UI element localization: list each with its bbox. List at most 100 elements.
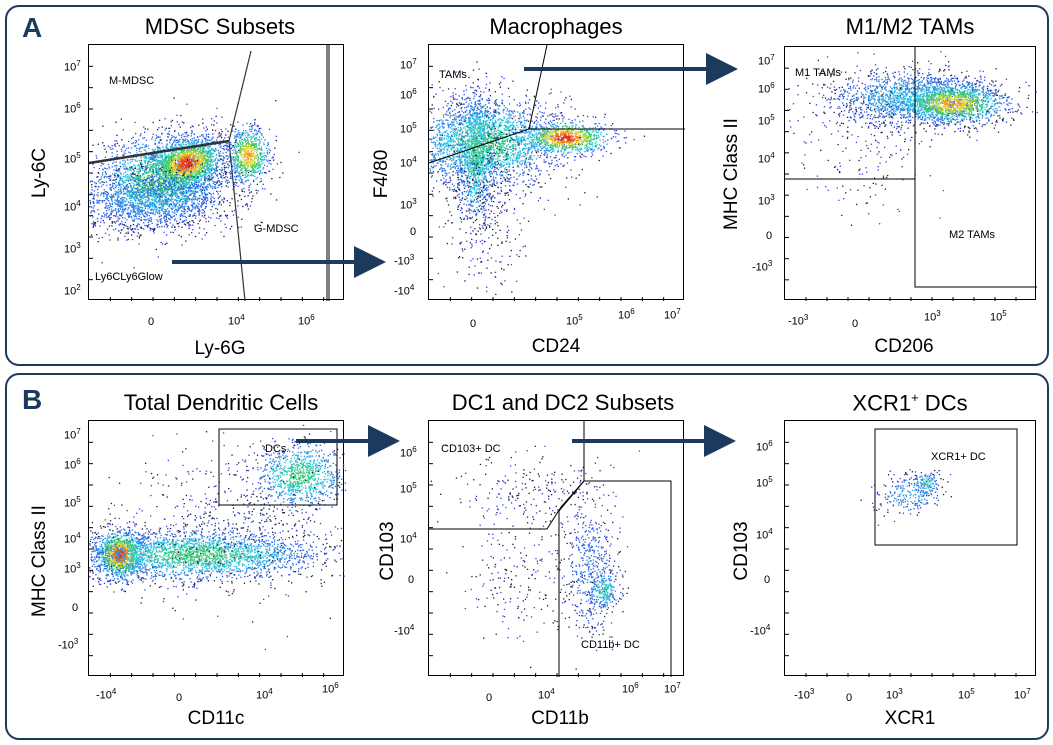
tick-label: 102: [64, 282, 81, 298]
tick-label: 105: [566, 312, 583, 328]
tick-label: 103: [400, 196, 417, 212]
gate-cd103: [429, 421, 585, 530]
population-cluster: [908, 471, 943, 505]
x-axis-label: CD11c: [176, 708, 256, 730]
tick-label: 104: [228, 312, 245, 328]
tick-label: 107: [400, 56, 417, 72]
tick-label: 0: [410, 226, 416, 238]
plot-macrophages: TAMs: [428, 44, 685, 301]
y-axis-label: CD103: [731, 511, 753, 591]
tick-label: 107: [664, 680, 681, 696]
tick-label: 105: [64, 150, 81, 166]
tick-label: 106: [298, 312, 315, 328]
panel-b-frame: [5, 373, 1049, 740]
x-axis-label: CD24: [516, 336, 596, 358]
tick-label: 104: [64, 530, 81, 546]
x-axis-label: XCR1: [870, 708, 950, 730]
gate-cd11b: [558, 480, 672, 677]
gate-m2: [914, 47, 1037, 288]
tick-label: 107: [1014, 686, 1031, 702]
population-cluster: [446, 512, 603, 668]
tick-label: -104: [394, 622, 414, 638]
gate-xcr1: [874, 428, 1018, 546]
tick-label: 106: [758, 80, 775, 96]
plot-title: MDSC Subsets: [110, 14, 330, 40]
tick-label: -103: [794, 686, 814, 702]
population-cluster: [90, 431, 347, 651]
panel-b-letter: B: [22, 384, 42, 416]
plot-tams: M1 TAMs M2 TAMs: [784, 46, 1038, 301]
tick-label: 103: [64, 240, 81, 256]
tick-label: 107: [758, 52, 775, 68]
axis-ticks: [89, 65, 325, 301]
plot-title: Macrophages: [446, 14, 666, 40]
population-cluster: [583, 557, 630, 610]
tick-label: -103: [752, 258, 772, 274]
tick-label: 104: [256, 686, 273, 702]
tick-label: 106: [64, 100, 81, 116]
tick-label: 105: [64, 494, 81, 510]
tick-label: 0: [764, 574, 770, 586]
y-axis-label: F4/80: [371, 134, 393, 214]
tick-label: -104: [394, 282, 414, 298]
gate-line: [88, 139, 230, 165]
gate-dcs: [218, 428, 338, 506]
tick-label: 0: [486, 692, 492, 704]
population-cluster: [431, 83, 545, 296]
tick-label: 103: [886, 686, 903, 702]
tick-label: 107: [64, 58, 81, 74]
population-cluster: [235, 424, 347, 527]
y-axis-label: CD103: [377, 511, 399, 591]
tick-label: 105: [756, 474, 773, 490]
population-cluster: [136, 122, 243, 211]
tick-label: 105: [400, 120, 417, 136]
axis-ticks: [785, 441, 1017, 677]
y-axis-label: Ly-6C: [29, 133, 51, 213]
plot-dendritic: DCs: [88, 420, 347, 677]
tick-label: 106: [322, 680, 339, 696]
panel-a-frame: [5, 5, 1049, 366]
tick-label: 105: [990, 308, 1007, 324]
plot-xcr1: XCR1+ DC: [784, 420, 1036, 677]
tick-label: -103: [58, 636, 78, 652]
tick-label: 105: [400, 480, 417, 496]
tick-label: 0: [72, 602, 78, 614]
tick-label: 106: [756, 438, 773, 454]
gate-label: M1 TAMs: [795, 67, 841, 79]
population-cluster: [430, 444, 641, 537]
population-cluster: [89, 515, 345, 600]
tick-label: 106: [618, 306, 635, 322]
gate-line: [228, 50, 252, 142]
population-cluster: [220, 119, 282, 195]
population-cluster: [850, 68, 1037, 141]
tick-label: 103: [64, 560, 81, 576]
tick-label: 104: [758, 150, 775, 166]
gate-line: [228, 140, 246, 302]
gate-label: Ly6CLy6Glow: [95, 271, 163, 283]
tick-label: 104: [756, 526, 773, 542]
tick-label: 103: [924, 308, 941, 324]
gate-label: DCs: [265, 443, 286, 455]
gate-label: CD11b+ DC: [581, 639, 640, 651]
tick-label: 104: [64, 198, 81, 214]
x-axis-label: Ly-6G: [180, 338, 260, 360]
tick-label: 0: [852, 318, 858, 330]
gate-label: G-MDSC: [254, 223, 299, 235]
x-axis-label: CD206: [864, 336, 944, 358]
tick-label: 106: [64, 456, 81, 472]
tick-label: 106: [400, 444, 417, 460]
tick-label: 106: [622, 680, 639, 696]
y-axis-label: MHC Class II: [721, 114, 743, 234]
tick-label: 0: [766, 230, 772, 242]
tick-label: 0: [148, 316, 154, 328]
gate-label: CD103+ DC: [441, 443, 501, 455]
gate-label: M2 TAMs: [949, 229, 995, 241]
tick-label: -103: [788, 312, 808, 328]
tick-label: 104: [400, 530, 417, 546]
plot-title: XCR1+ DCs: [800, 390, 1020, 416]
tick-label: -104: [96, 686, 116, 702]
tick-label: -104: [750, 622, 770, 638]
tick-label: 0: [470, 318, 476, 330]
tick-label: 0: [408, 574, 414, 586]
tick-label: 0: [176, 692, 182, 704]
